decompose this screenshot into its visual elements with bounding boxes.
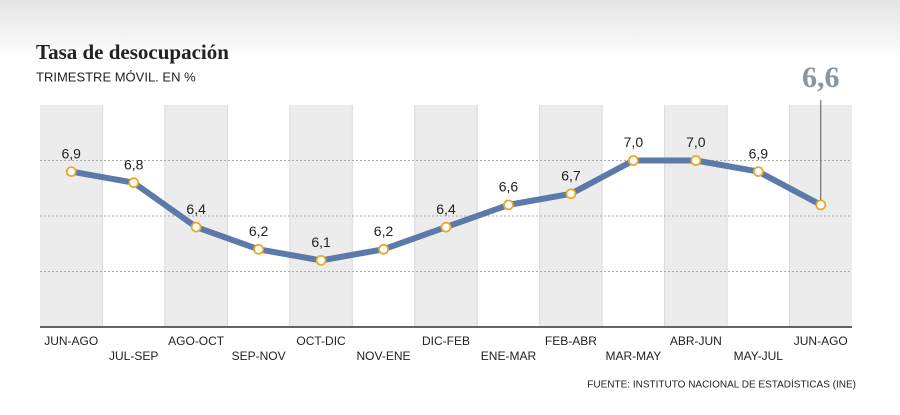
x-tick-label: ENE-MAR [481,349,537,363]
value-label: 6,2 [374,223,394,239]
point [315,254,327,266]
value-label: 7,0 [686,134,706,150]
value-label: 6,1 [311,234,331,250]
x-tick-label: DIC-FEB [422,334,470,348]
x-tick-label: ABR-JUN [670,334,722,348]
point [752,166,764,178]
header-bg [0,0,900,60]
point [378,243,389,255]
value-label: 7,0 [624,134,644,150]
point [565,188,577,200]
x-tick-label: JUL-SEP [109,349,158,363]
value-label: 6,2 [249,223,269,239]
point [440,221,452,233]
x-tick-label: JUN-AGO [794,334,848,348]
column-bg [539,105,603,327]
point [65,166,77,178]
value-label: 6,9 [61,145,81,161]
value-label: 6,7 [561,168,581,184]
source: FUENTE: INSTITUTO NACIONAL DE ESTADÍSTIC… [587,378,856,391]
x-tick-label: OCT-DIC [296,334,346,348]
value-label: 6,9 [749,145,769,161]
x-tick-label: FEB-ABR [545,334,597,348]
x-tick-label: NOV-ENE [357,349,411,363]
point [253,243,265,255]
x-tick-label: AGO-OCT [168,334,225,348]
value-label: 6,6 [802,61,840,94]
point [128,177,140,189]
value-label: 6,4 [186,201,206,217]
value-label: 6,4 [436,201,456,217]
x-tick-label: MAR-MAY [605,349,661,363]
x-tick-label: SEP-NOV [232,349,286,363]
value-label: 6,8 [124,156,144,172]
point [627,155,639,166]
x-tick-label: MAY-JUL [734,349,784,363]
point [190,221,202,233]
chart-subtitle: TRIMESTRE MÓVIL. EN % [36,69,196,84]
value-label: 6,6 [499,179,519,195]
point [690,155,702,166]
point [815,199,827,211]
x-tick-label: JUN-AGO [44,334,98,348]
chart-title: Tasa de desocupación [36,40,229,64]
point [503,199,514,211]
